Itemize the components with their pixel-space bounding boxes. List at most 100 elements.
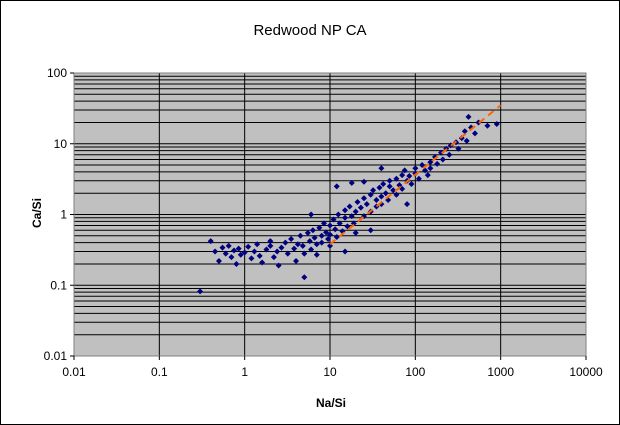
data-point — [251, 248, 258, 255]
data-point — [212, 248, 219, 255]
data-point — [256, 252, 263, 259]
data-point — [370, 187, 377, 194]
data-point — [297, 232, 304, 239]
data-point — [352, 229, 359, 236]
x-axis-ticks: 0.01 0.1 1 10 100 1000 10000 — [62, 356, 603, 379]
data-point — [348, 179, 355, 186]
data-point — [267, 242, 274, 249]
data-point — [308, 246, 315, 253]
data-point — [348, 213, 355, 220]
x-tick-label: 100 — [405, 365, 425, 379]
trendline — [329, 104, 502, 246]
data-point — [215, 258, 222, 265]
data-point — [386, 183, 393, 190]
data-point — [316, 224, 323, 231]
data-point — [415, 175, 422, 182]
data-point — [248, 255, 255, 262]
data-point — [294, 241, 301, 248]
data-point — [408, 180, 415, 187]
data-point — [291, 245, 298, 252]
data-point — [275, 262, 282, 269]
data-point — [393, 191, 400, 198]
data-point — [427, 165, 434, 172]
trendline-segment — [329, 104, 502, 246]
data-point — [306, 238, 313, 245]
data-point — [406, 173, 413, 180]
y-tick-label: 1 — [60, 208, 67, 222]
data-point — [241, 249, 248, 256]
data-point — [197, 288, 204, 295]
data-point — [237, 251, 244, 258]
data-point — [293, 258, 300, 265]
data-point — [357, 204, 364, 211]
data-point — [259, 259, 266, 266]
data-point — [427, 159, 434, 166]
data-point — [424, 172, 431, 179]
data-point — [461, 128, 468, 135]
data-point — [360, 178, 367, 185]
data-point — [332, 226, 339, 233]
data-point — [228, 254, 235, 261]
data-point — [274, 248, 281, 255]
data-point — [446, 151, 453, 158]
data-point — [399, 172, 406, 179]
data-point — [434, 160, 441, 167]
data-point — [282, 239, 289, 246]
data-point — [401, 167, 408, 174]
data-point — [333, 234, 340, 241]
data-point — [323, 229, 330, 236]
y-tick-label: 0.1 — [50, 278, 67, 292]
data-point — [330, 216, 337, 223]
x-tick-label: 1000 — [487, 365, 514, 379]
data-point — [309, 227, 316, 234]
data-point — [493, 121, 500, 128]
data-point — [327, 242, 333, 249]
data-point — [342, 207, 349, 214]
data-point — [471, 130, 478, 137]
data-point — [327, 222, 333, 229]
data-point — [378, 193, 385, 200]
x-tick-label: 10 — [323, 365, 337, 379]
data-point — [363, 201, 370, 208]
data-point — [390, 187, 397, 194]
data-point — [313, 241, 320, 248]
data-point — [382, 190, 389, 197]
data-point — [222, 250, 229, 257]
data-point — [352, 208, 359, 215]
y-tick-label: 0.01 — [44, 349, 68, 363]
data-point — [284, 250, 291, 257]
x-tick-label: 0.1 — [151, 365, 168, 379]
data-point — [301, 250, 308, 257]
x-tick-label: 1 — [241, 365, 248, 379]
x-axis-label: Na/Si — [316, 396, 346, 410]
data-point — [263, 246, 270, 253]
y-tick-label: 10 — [54, 137, 68, 151]
data-point — [267, 238, 274, 245]
data-point — [219, 244, 226, 251]
gridlines — [73, 72, 587, 357]
y-axis-ticks: 0.01 0.1 1 10 100 — [44, 66, 74, 363]
data-point — [396, 182, 403, 189]
data-point — [463, 137, 470, 144]
data-point — [342, 214, 349, 221]
data-point — [360, 195, 367, 202]
x-tick-label: 10000 — [569, 365, 603, 379]
data-point — [386, 177, 393, 184]
data-point — [270, 254, 277, 261]
chart-title: Redwood NP CA — [253, 22, 366, 39]
data-point — [346, 203, 353, 210]
data-point — [412, 165, 419, 172]
data-point — [301, 274, 308, 281]
data-point — [373, 197, 380, 204]
data-point — [233, 260, 240, 267]
data-point — [367, 191, 374, 198]
data-point — [308, 211, 315, 218]
x-tick-label: 0.01 — [62, 365, 86, 379]
data-point — [333, 183, 340, 190]
data-point — [254, 241, 261, 248]
data-point — [376, 184, 383, 191]
data-point — [313, 251, 320, 258]
data-point — [393, 175, 400, 182]
